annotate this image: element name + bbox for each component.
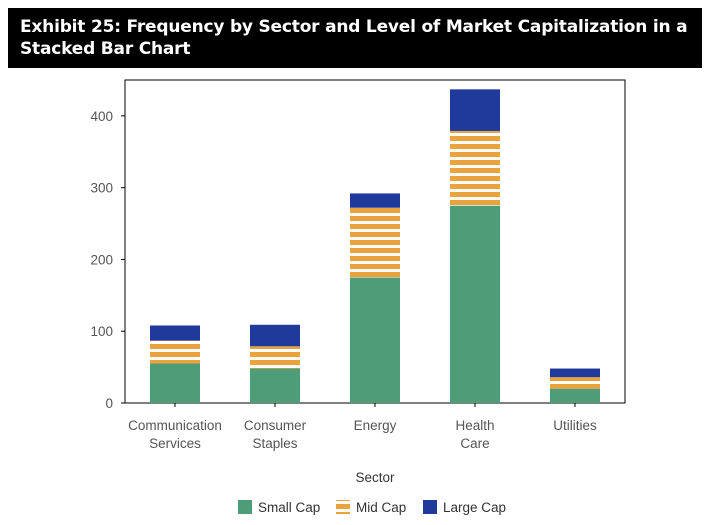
x-axis-title: Sector bbox=[355, 470, 395, 485]
legend-swatch-mid-cap bbox=[336, 500, 350, 514]
legend-swatch-large-cap bbox=[423, 500, 437, 514]
x-tick-label-line: Staples bbox=[252, 436, 297, 451]
x-tick-label: Energy bbox=[354, 418, 397, 433]
bar-large-cap bbox=[250, 324, 300, 347]
bar-small-cap bbox=[350, 277, 400, 403]
x-tick-label-line: Care bbox=[460, 436, 489, 451]
y-tick-label: 0 bbox=[105, 396, 113, 411]
y-tick-label: 200 bbox=[90, 252, 113, 267]
x-tick-label-line: Energy bbox=[354, 418, 397, 433]
bar-large-cap bbox=[150, 325, 200, 341]
exhibit-title-line-1: Exhibit 25: Frequency by Sector and Leve… bbox=[20, 17, 688, 37]
x-tick-label-line: Utilities bbox=[553, 418, 597, 433]
x-tick-label-line: Health bbox=[455, 418, 494, 433]
bar-mid-cap bbox=[350, 207, 400, 278]
bar-mid-cap bbox=[250, 346, 300, 369]
y-tick-label: 100 bbox=[90, 324, 113, 339]
y-tick-label: 400 bbox=[90, 109, 113, 124]
x-tick-label: Health Care bbox=[455, 418, 494, 451]
bar-small-cap bbox=[150, 363, 200, 403]
exhibit-title-bar: Exhibit 25: Frequency by Sector and Leve… bbox=[8, 8, 702, 68]
legend: Small Cap Mid Cap Large Cap bbox=[238, 500, 506, 515]
bar-mid-cap bbox=[550, 377, 600, 389]
legend-label-mid-cap: Mid Cap bbox=[356, 500, 406, 515]
bar-large-cap bbox=[350, 193, 400, 208]
bar-mid-cap bbox=[150, 340, 200, 364]
x-tick-label-line: Services bbox=[149, 436, 201, 451]
x-tick-label-line: Consumer bbox=[244, 418, 307, 433]
legend-label-small-cap: Small Cap bbox=[258, 500, 320, 515]
legend-swatch-small-cap bbox=[238, 500, 252, 514]
x-tick-label: Communication Services bbox=[128, 418, 222, 451]
bar-large-cap bbox=[550, 368, 600, 378]
bar-small-cap bbox=[550, 388, 600, 403]
bar-mid-cap bbox=[450, 130, 500, 206]
x-tick-label-line: Communication bbox=[128, 418, 222, 433]
bar-small-cap bbox=[450, 205, 500, 403]
bar-large-cap bbox=[450, 89, 500, 131]
legend-label-large-cap: Large Cap bbox=[443, 500, 506, 515]
bar-small-cap bbox=[250, 368, 300, 403]
x-tick-label: Utilities bbox=[553, 418, 597, 433]
y-tick-label: 300 bbox=[90, 181, 113, 196]
x-tick-label: Consumer Staples bbox=[244, 418, 307, 451]
exhibit-title-line-2: Stacked Bar Chart bbox=[20, 39, 191, 59]
